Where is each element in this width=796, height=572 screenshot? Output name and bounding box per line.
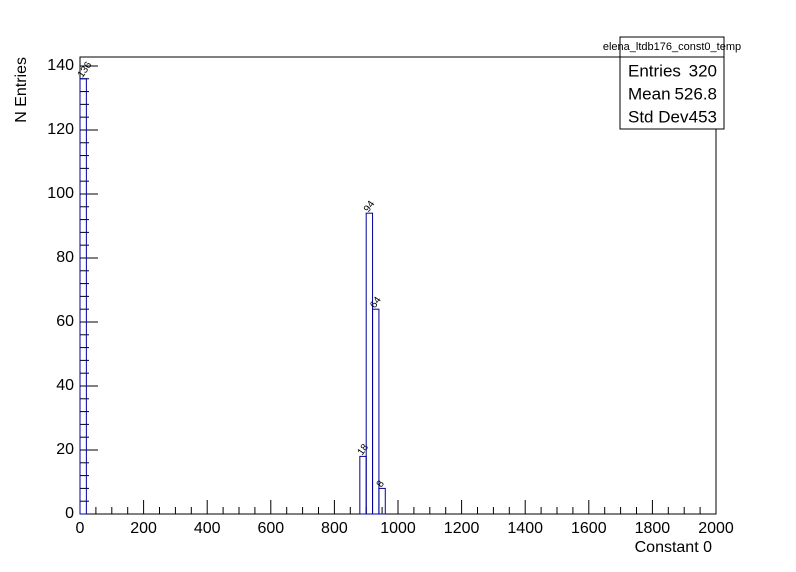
- y-tick-label: 120: [47, 121, 74, 138]
- x-tick-label: 1400: [507, 520, 543, 537]
- bar: [79, 78, 87, 515]
- stats-label: Entries: [628, 61, 681, 80]
- x-tick-label: 1800: [635, 520, 671, 537]
- stats-frame: [619, 36, 725, 130]
- y-tick-label: 0: [65, 505, 74, 522]
- bar: [365, 212, 374, 515]
- y-tick-label: 100: [47, 185, 74, 202]
- x-tick-label: 1200: [444, 520, 480, 537]
- y-tick-label: 60: [56, 313, 74, 330]
- stats-box: elena_ltdb176_const0_temp: [603, 36, 741, 130]
- x-tick-label: 1000: [380, 520, 416, 537]
- stats-value: 453: [689, 107, 717, 126]
- x-axis-label: Constant 0: [635, 539, 712, 556]
- data-label: 136: [76, 60, 95, 80]
- bar: [359, 455, 367, 515]
- y-tick-label: 140: [47, 57, 74, 74]
- x-tick-label: 600: [257, 520, 284, 537]
- stats-value: 526.8: [674, 84, 717, 103]
- x-tick-label: 400: [194, 520, 221, 537]
- x-tick-label: 0: [76, 520, 85, 537]
- x-tick-label: 2000: [698, 520, 734, 537]
- bar: [378, 487, 386, 515]
- stats-label: Mean: [628, 84, 671, 103]
- data-label: 8: [375, 478, 387, 489]
- x-tick-label: 200: [130, 520, 157, 537]
- stats-value: 320: [689, 61, 717, 80]
- bar: [372, 308, 380, 515]
- y-tick-label: 80: [56, 249, 74, 266]
- y-tick-label: 40: [56, 377, 74, 394]
- stats-label: Std Dev: [628, 107, 689, 126]
- data-label: 94: [362, 199, 378, 215]
- data-label: 18: [356, 442, 372, 458]
- x-tick-label: 800: [321, 520, 348, 537]
- x-tick-label: 1600: [571, 520, 607, 537]
- stats-title: elena_ltdb176_const0_temp: [603, 41, 741, 53]
- y-tick-label: 20: [56, 441, 74, 458]
- data-label: 64: [368, 295, 384, 311]
- y-axis-label: N Entries: [13, 57, 30, 123]
